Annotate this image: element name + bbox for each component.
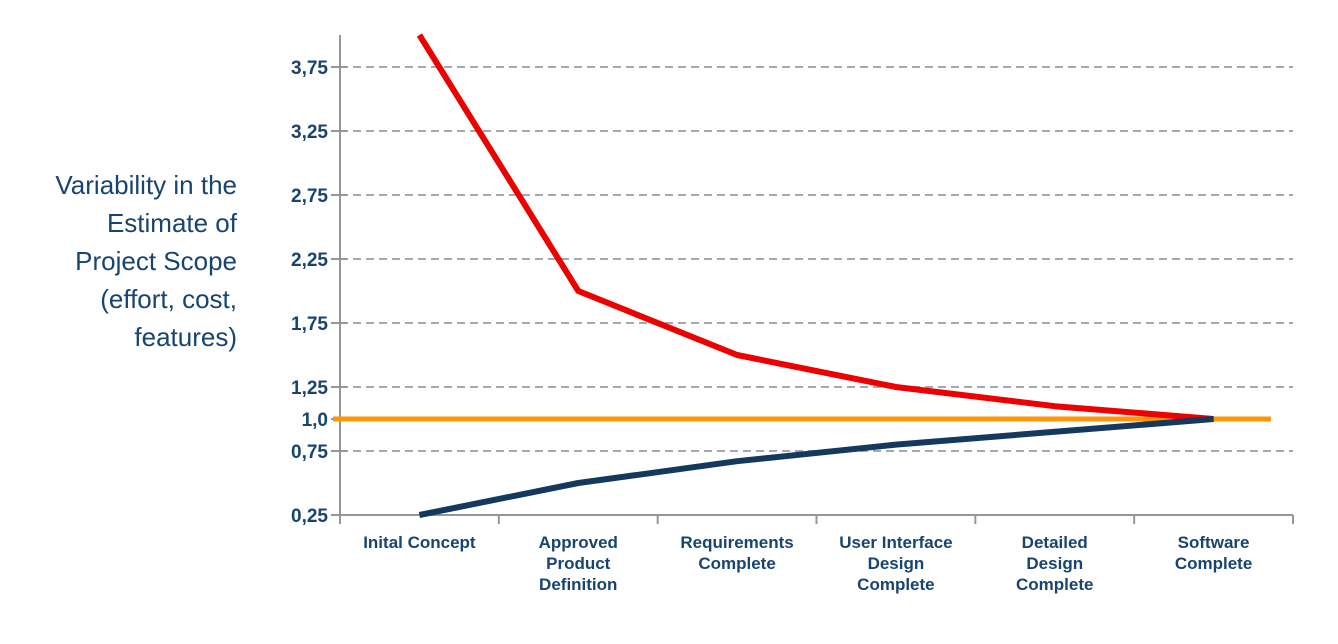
y-axis-tick-label: 1,0 <box>302 410 328 431</box>
series-line-upper-estimate-variability <box>416 33 1214 422</box>
y-axis-tick-label: 0,25 <box>291 506 328 527</box>
y-axis-tick-label: 3,25 <box>291 122 328 143</box>
x-axis-label: Detailed Design Complete <box>1016 533 1093 594</box>
x-axis-label: Requirements Complete <box>680 533 793 573</box>
y-axis-tick-label: 0,75 <box>291 442 328 463</box>
x-axis-label: Approved Product Definition <box>539 533 618 594</box>
x-axis-label: Inital Concept <box>363 533 476 552</box>
y-axis-tick-label: 3,75 <box>291 58 328 79</box>
series-line-lower-estimate-variability <box>418 416 1214 518</box>
y-axis-title: Variability in the Estimate of Project S… <box>55 170 237 352</box>
y-axis-tick-label: 1,25 <box>291 378 328 399</box>
y-axis-tick-label: 2,25 <box>291 250 328 271</box>
x-axis-label: User Interface Design Complete <box>839 533 952 594</box>
x-axis-label: Software Complete <box>1175 533 1252 573</box>
y-axis-tick-label: 1,75 <box>291 314 328 335</box>
y-axis-tick-label: 2,75 <box>291 186 328 207</box>
